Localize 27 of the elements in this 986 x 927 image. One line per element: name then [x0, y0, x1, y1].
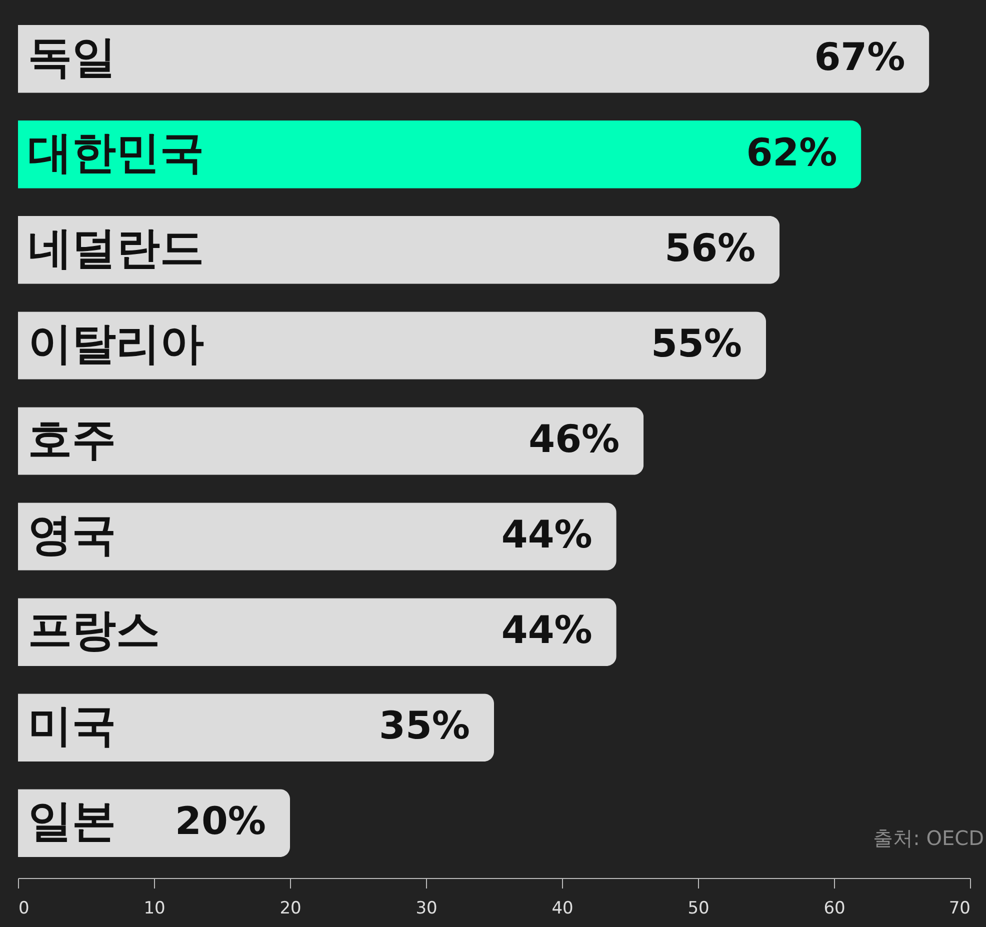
- y-tick-label: 영국: [28, 510, 116, 561]
- data-label: 56%: [664, 226, 756, 270]
- y-tick-label: 이탈리아: [28, 318, 204, 370]
- data-label: 67%: [814, 34, 906, 79]
- data-label: 46%: [528, 417, 620, 461]
- y-tick-label: 프랑스: [28, 605, 160, 656]
- x-tick-label: 60: [824, 898, 846, 918]
- y-tick-label: 일본: [28, 796, 116, 848]
- data-label: 20%: [175, 799, 266, 844]
- y-tick-label: 독일: [28, 32, 116, 83]
- y-tick-label: 미국: [28, 700, 116, 752]
- x-tick-label: 30: [416, 898, 438, 918]
- y-tick-label: 네덜란드: [28, 222, 204, 274]
- data-label: 55%: [651, 321, 742, 366]
- x-tick-label: 0: [18, 898, 30, 918]
- x-tick-label: 10: [144, 898, 166, 918]
- y-tick-label: 호주: [28, 414, 116, 465]
- x-tick-label: 70: [948, 898, 970, 918]
- annotation: 출처: OECD: [873, 826, 984, 850]
- data-label: 44%: [501, 512, 592, 557]
- x-tick-label: 40: [552, 898, 574, 918]
- x-tick-label: 20: [280, 898, 302, 918]
- y-tick-label: 대한민국: [28, 127, 204, 178]
- data-label: 62%: [746, 130, 838, 174]
- x-tick-label: 50: [688, 898, 710, 918]
- data-label: 44%: [501, 608, 592, 652]
- data-label: 35%: [379, 704, 470, 748]
